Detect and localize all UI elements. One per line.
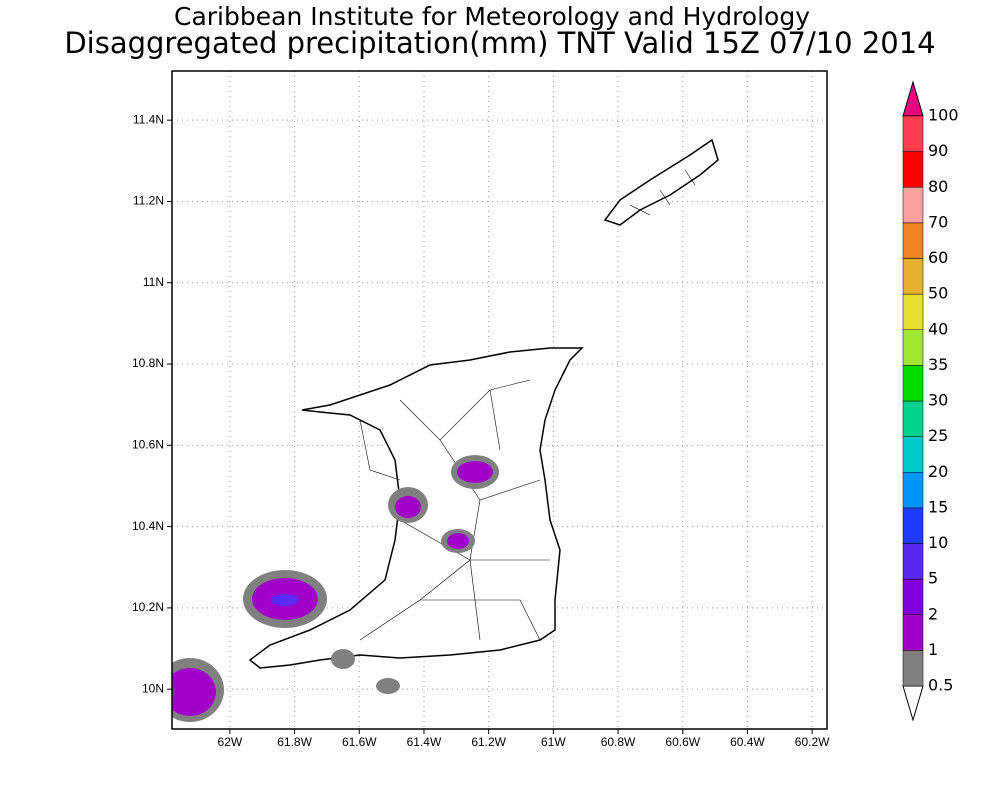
x-tick-label: 61W [541,735,566,749]
colorbar-box [902,258,924,295]
y-tick-label: 10.6N [132,437,164,451]
colorbar-box [902,543,924,580]
y-tick-label: 11.2N [133,194,164,208]
colorbar-label: 50 [928,284,948,303]
title: Caribbean Institute for Meteorology and … [174,2,810,31]
subtitle: Disaggregated precipitation(mm) TNT Vali… [64,26,935,60]
colorbar-box [902,650,924,687]
colorbar-box [902,365,924,402]
frame [171,70,828,730]
colorbar-label: 20 [928,462,948,481]
colorbar-label: 0.5 [928,676,953,695]
x-tick-label: 62W [218,735,243,749]
colorbar-label: 100 [928,106,959,125]
grid: 62W 61.8W 61.6W 61.4W 61.2W 61W 60.8W 60.6W 60.4… [132,71,830,749]
y-tick-label: 10.8N [132,356,164,370]
colorbar-label: 35 [928,355,948,374]
x-tick-label: 60.8W [601,735,636,749]
colorbar-label: 10 [928,533,948,552]
x-tick-label: 61.6W [342,735,377,749]
colorbar-label: 5 [928,569,938,588]
y-tick-label: 10.2N [132,600,164,614]
colorbar-box [902,293,924,330]
colorbar-under [902,685,924,722]
colorbar-box [902,472,924,509]
colorbar-label: 40 [928,319,948,338]
x-tick-label: 60.4W [730,735,765,749]
colorbar-over [902,80,924,117]
colorbar-box [902,436,924,473]
colorbar-box [902,329,924,366]
colorbar-label: 60 [928,248,948,267]
colorbar-box [902,400,924,437]
colorbar-box [902,151,924,188]
colorbar-label: 90 [928,141,948,160]
tobago [603,138,719,226]
colorbar-label: 1 [928,640,938,659]
y-tick-label: 11N [143,275,164,289]
precip-areas [172,455,499,722]
y-tick-label: 11.4N [133,112,164,126]
y-tick-label: 10.4N [132,519,164,533]
colorbar-label: 80 [928,177,948,196]
x-tick-label: 61.8W [277,735,312,749]
colorbar-label: 15 [928,497,948,516]
x-tick-label: 61.2W [471,735,506,749]
county-borders [359,379,550,641]
colorbar-box [902,614,924,651]
colorbar-label: 70 [928,212,948,231]
y-tick-label: 10N [142,681,164,695]
colorbar-label: 2 [928,604,938,623]
colorbar-label: 30 [928,391,948,410]
x-tick-label: 61.4W [407,735,442,749]
x-tick-label: 60.6W [665,735,700,749]
colorbar-box [902,507,924,544]
colorbar-box [902,578,924,615]
colorbar-box [902,187,924,224]
colorbar-box [902,222,924,259]
colorbar-box [902,115,924,152]
x-tick-label: 60.2W [795,735,830,749]
colorbar-label: 25 [928,426,948,445]
tobago-borders [629,169,696,216]
map-layer [172,138,719,722]
